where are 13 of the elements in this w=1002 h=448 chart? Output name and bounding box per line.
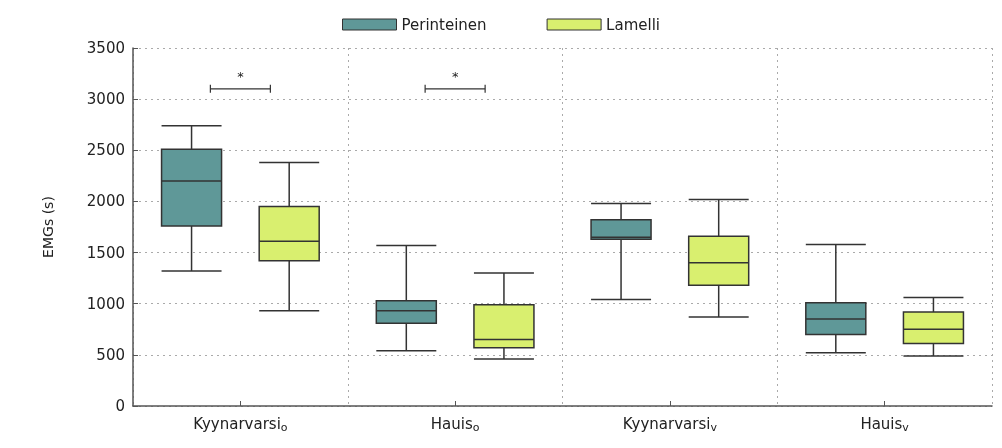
legend-label: Lamelli [606, 15, 661, 34]
y-tick-label: 3500 [86, 39, 125, 57]
legend-label: Perinteinen [401, 15, 487, 34]
y-tick-label: 2500 [86, 141, 125, 160]
y-tick-label: 500 [96, 345, 125, 364]
y-axis-title: EMGs (s) [40, 196, 56, 258]
y-tick-label: 2000 [86, 192, 125, 211]
annotation: * [451, 68, 459, 84]
y-tick-label: 1500 [86, 243, 125, 262]
y-tick-label: 3000 [86, 90, 125, 109]
y-tick-label: 0 [115, 397, 125, 415]
annotation: * [237, 68, 245, 84]
y-tick-label: 1000 [86, 294, 125, 313]
